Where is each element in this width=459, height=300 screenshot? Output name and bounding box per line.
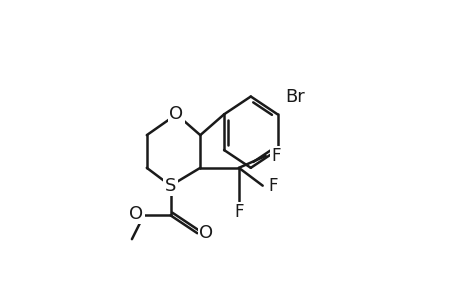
Text: O: O xyxy=(169,105,183,123)
Text: O: O xyxy=(199,224,213,242)
Text: F: F xyxy=(234,203,243,221)
Text: F: F xyxy=(271,147,280,165)
Text: F: F xyxy=(268,177,277,195)
Text: Br: Br xyxy=(285,88,305,106)
Text: O: O xyxy=(129,205,143,223)
Text: S: S xyxy=(164,177,176,195)
